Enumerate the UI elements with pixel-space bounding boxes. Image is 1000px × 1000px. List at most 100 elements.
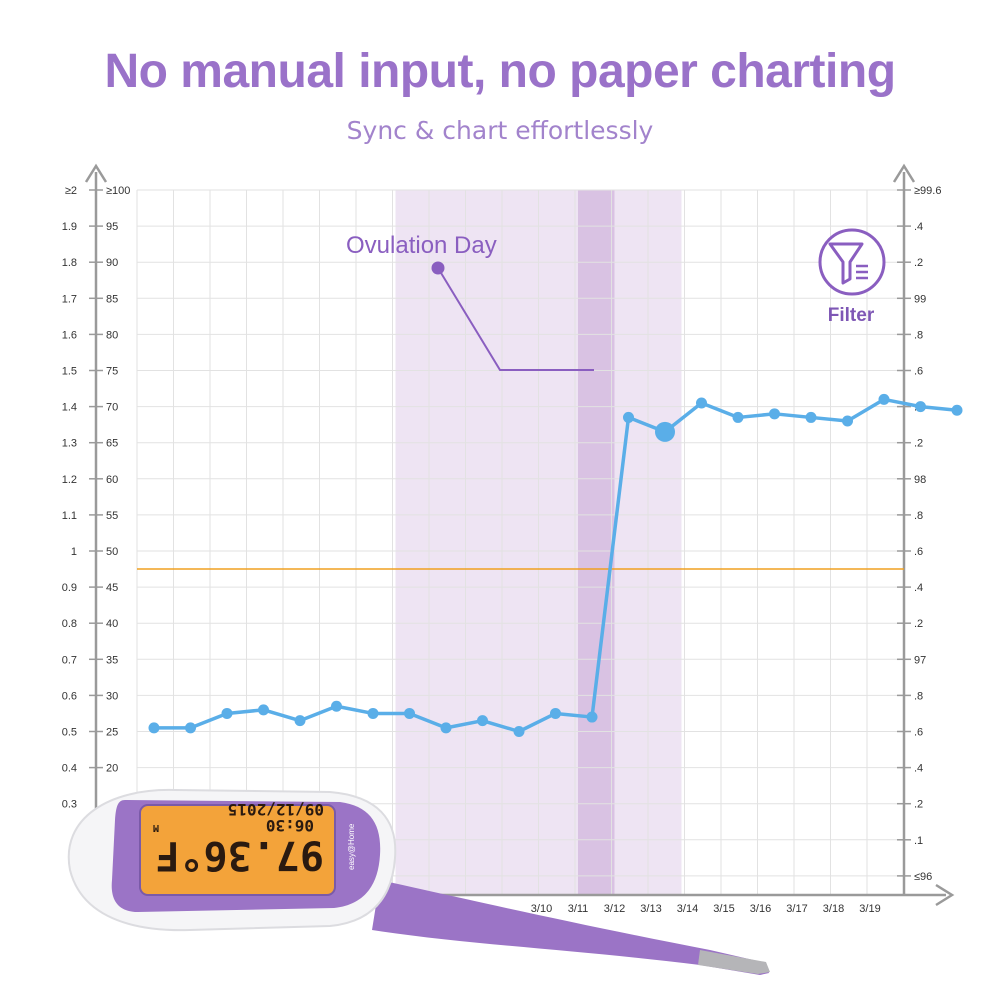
y-right-tick: 97 (914, 654, 926, 666)
x-tick-label: 3/11 (568, 903, 589, 915)
temperature-series (148, 393, 963, 737)
x-tick-label: 3/12 (604, 903, 625, 915)
data-point[interactable] (842, 415, 853, 427)
y-left-inner-tick: 65 (106, 438, 118, 450)
thermometer-probe (372, 880, 769, 975)
y-left-outer-tick: ≥2 (65, 185, 77, 197)
y-right-tick: .8 (914, 329, 923, 341)
x-tick-label: 3/10 (531, 903, 552, 915)
y-left-inner-tick: 80 (106, 329, 118, 341)
y-right-tick: .8 (914, 690, 923, 702)
filter-label: Filter (828, 305, 875, 326)
y-right-tick: 99 (914, 293, 926, 305)
lcd-date: 09/12/2015 (228, 800, 324, 819)
y-left-outer-tick: 1.5 (62, 366, 77, 378)
y-right-tick: .2 (914, 799, 923, 811)
data-point[interactable] (951, 404, 963, 416)
lcd-time: 06:30 (266, 816, 314, 835)
data-point[interactable] (696, 397, 707, 409)
y-left-inner-tick: 75 (106, 366, 118, 378)
x-tick-label: 3/19 (859, 903, 880, 915)
page-title: No manual input, no paper charting (104, 45, 896, 98)
y-right-tick: .4 (914, 763, 923, 775)
y-left-inner-tick: 55 (106, 510, 118, 522)
y-left-outer-tick: 1.8 (62, 257, 77, 269)
highlighted-data-point[interactable] (655, 421, 675, 442)
y-left-outer-tick: 0.8 (62, 618, 77, 630)
x-tick-label: 3/17 (786, 903, 807, 915)
data-point[interactable] (769, 408, 780, 420)
x-tick-label: 3/15 (713, 903, 734, 915)
data-point[interactable] (513, 726, 525, 737)
ovulation-pointer-dot (431, 261, 445, 275)
data-point[interactable] (440, 722, 452, 734)
data-point[interactable] (185, 722, 196, 734)
y-left-inner-tick: 95 (106, 221, 118, 233)
lcd-memory-indicator: M (153, 822, 159, 833)
y-left-outer-tick: 1.1 (62, 510, 77, 522)
ovulation-annotation: Ovulation Day (346, 232, 594, 371)
ovulation-day-band (578, 190, 615, 895)
data-point[interactable] (878, 393, 890, 405)
y-left-inner-tick: ≥100 (106, 185, 130, 197)
y-right-tick: .2 (914, 438, 923, 450)
y-right-tick: .6 (914, 366, 923, 378)
y-left-outer-tick: 1.4 (62, 402, 77, 414)
lcd-screen (140, 805, 335, 895)
thermometer-brand-mark: easy@Home (347, 823, 356, 870)
y-left-inner-tick: 45 (106, 582, 118, 594)
data-point[interactable] (586, 711, 598, 723)
y-left-inner-tick: 25 (106, 727, 118, 739)
y-right-tick: .6 (914, 727, 923, 739)
chart-grid (136, 189, 904, 895)
data-point[interactable] (221, 707, 233, 719)
y-left-outer-tick: 0.4 (62, 763, 77, 775)
y-left-outer-tick: 0.3 (62, 799, 77, 811)
y-left-inner-tick: 30 (106, 690, 118, 702)
y-left-outer-tick: 0.6 (62, 690, 77, 702)
data-point[interactable] (148, 722, 160, 734)
filter-button[interactable]: Filter (818, 228, 886, 326)
data-point[interactable] (623, 411, 634, 423)
x-axis-arrow (935, 883, 955, 907)
y-left-inner-tick: 40 (106, 618, 118, 630)
data-point[interactable] (331, 700, 342, 712)
y-left-outer-tick: 1.7 (62, 293, 77, 305)
data-point[interactable] (805, 411, 817, 423)
funnel-icon (828, 242, 868, 285)
ovulation-day-label: Ovulation Day (346, 232, 497, 259)
x-tick-label: 3/13 (640, 903, 661, 915)
y-left-inner-tick: 60 (106, 474, 118, 486)
x-tick-label: 3/16 (750, 903, 771, 915)
x-tick-label: 3/18 (823, 903, 844, 915)
thermometer-image: 97.36°F 06:30 09/12/2015 M easy@Home (67, 788, 770, 975)
data-point[interactable] (550, 707, 561, 719)
y-left-inner-tick: 70 (106, 402, 118, 414)
data-point[interactable] (367, 707, 379, 719)
y-left-outer-tick: 0.7 (62, 654, 77, 666)
y-left-outer-tick: 0.9 (62, 582, 77, 594)
lcd-main-reading: 97.36°F (155, 832, 324, 878)
data-point[interactable] (732, 411, 744, 423)
right-axis-arrow (892, 163, 916, 183)
y-left-inner-tick: 35 (106, 654, 118, 666)
left-axis-arrow (84, 163, 108, 183)
y-right-tick: .4 (914, 221, 923, 233)
data-point[interactable] (294, 715, 306, 727)
ovulation-pointer-line (437, 267, 594, 371)
data-point[interactable] (404, 707, 415, 719)
y-right-tick: ≥99.6 (914, 185, 941, 197)
data-point[interactable] (477, 715, 488, 727)
y-right-tick: ≤96 (914, 871, 932, 883)
y-right-tick: .6 (914, 546, 923, 558)
y-right-tick: 98 (914, 474, 926, 486)
y-right-tick: .2 (914, 618, 923, 630)
y-left-outer-tick: 1 (71, 546, 77, 558)
y-left-inner-tick: 50 (106, 546, 118, 558)
data-point[interactable] (915, 401, 926, 413)
chart-axes: ≥2 1.9 1.8 1.7 1.6 1.5 1.4 1.3 1.2 1.1 1 0.9 0.8 0.7 0… (62, 163, 955, 915)
data-point[interactable] (258, 704, 269, 716)
y-left-inner-tick: 90 (106, 257, 118, 269)
y-left-outer-tick: 0.5 (62, 727, 77, 739)
